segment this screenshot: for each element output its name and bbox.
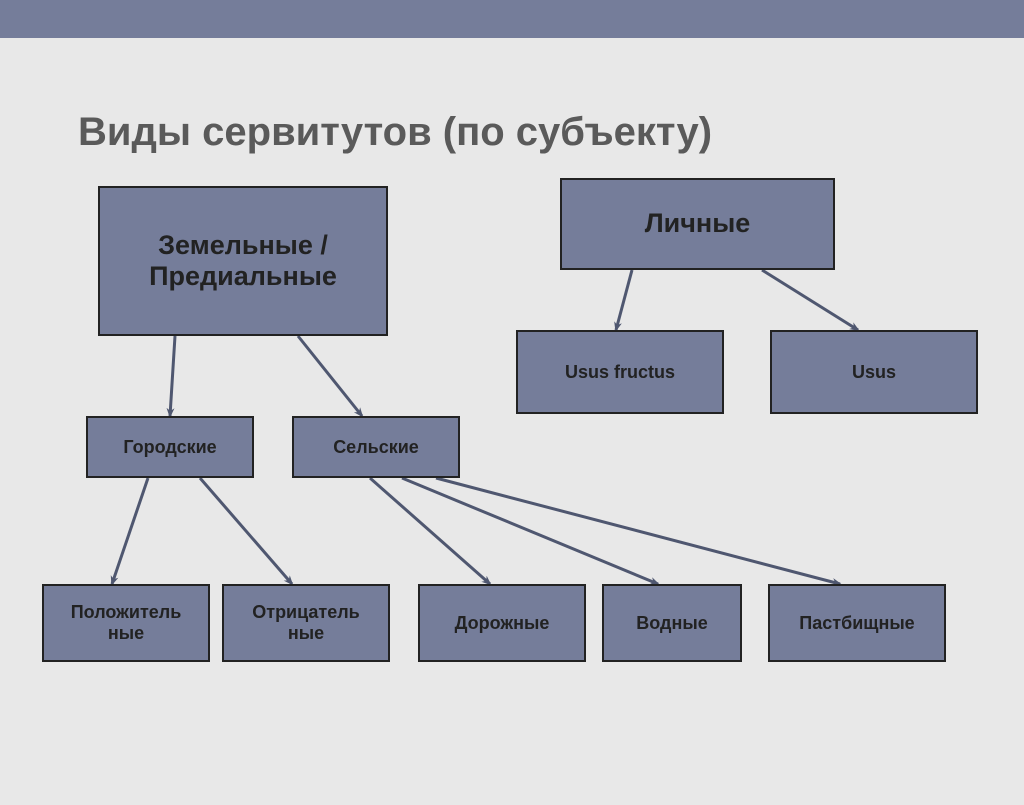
edge-personal-usufruct xyxy=(616,270,632,330)
node-positive: Положительные xyxy=(42,584,210,662)
node-personal: Личные xyxy=(560,178,835,270)
node-road: Дорожные xyxy=(418,584,586,662)
node-water: Водные xyxy=(602,584,742,662)
edge-rural-pasture xyxy=(436,478,840,584)
edge-urban-positive xyxy=(112,478,148,584)
edge-land-urban xyxy=(170,336,175,416)
page-title: Виды сервитутов (по субъекту) xyxy=(78,110,712,155)
edge-land-rural xyxy=(298,336,362,416)
top-bar xyxy=(0,0,1024,38)
node-urban: Городские xyxy=(86,416,254,478)
node-land: Земельные /Предиальные xyxy=(98,186,388,336)
edge-personal-usus xyxy=(762,270,858,330)
node-pasture: Пастбищные xyxy=(768,584,946,662)
node-usufruct: Usus fructus xyxy=(516,330,724,414)
edge-rural-road xyxy=(370,478,490,584)
node-rural: Сельские xyxy=(292,416,460,478)
edge-rural-water xyxy=(402,478,658,584)
node-usus: Usus xyxy=(770,330,978,414)
node-negative: Отрицательные xyxy=(222,584,390,662)
edge-urban-negative xyxy=(200,478,292,584)
